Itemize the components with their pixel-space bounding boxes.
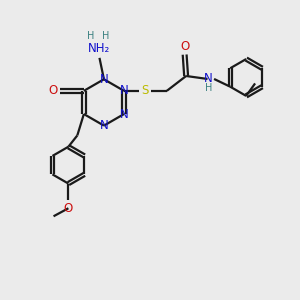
Text: H: H <box>205 83 213 94</box>
Text: O: O <box>180 40 189 53</box>
Text: H: H <box>102 31 110 40</box>
Text: N: N <box>100 73 108 86</box>
Text: N: N <box>204 73 212 85</box>
Text: O: O <box>48 84 57 98</box>
Text: H: H <box>87 31 94 40</box>
Text: N: N <box>120 84 128 98</box>
Text: NH₂: NH₂ <box>88 42 111 56</box>
Text: S: S <box>142 84 149 98</box>
Text: O: O <box>64 202 73 215</box>
Text: N: N <box>100 119 108 132</box>
Text: N: N <box>120 107 128 121</box>
